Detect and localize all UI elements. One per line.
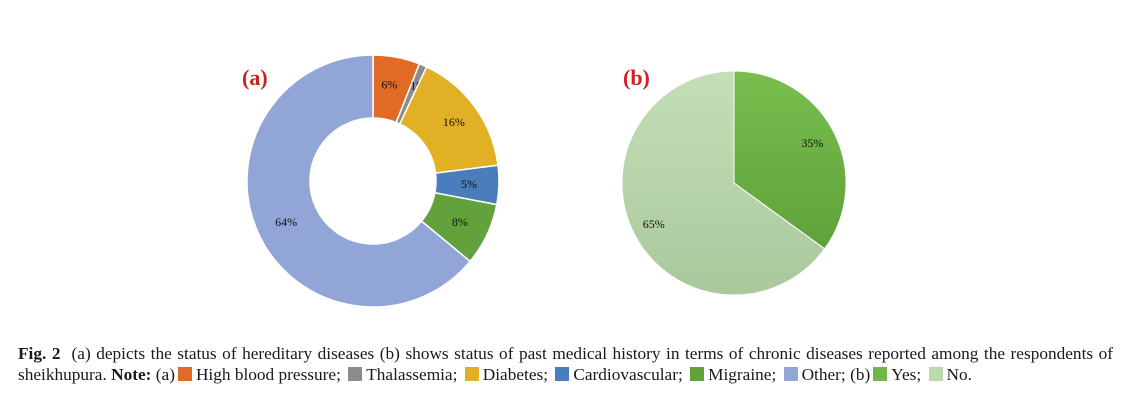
legend-label-diabetes: Diabetes; <box>482 365 549 384</box>
legend-label-yes: Yes; <box>891 365 922 384</box>
panel-label-a: (a) <box>242 65 268 90</box>
legend-swatch-thalassemia <box>348 367 363 381</box>
legend-label-cardiovascular: Cardiovascular; <box>573 365 683 384</box>
legend-swatch-high-blood-pressure <box>177 367 192 381</box>
slice-label-other: 64% <box>275 215 297 229</box>
legend-swatch-other <box>783 367 798 381</box>
legend-swatch-no <box>928 367 943 381</box>
figure: 6%1%16%5%8%64% 35%65% (a) (b) <box>242 54 847 308</box>
slice-no <box>621 70 826 296</box>
pie-chart-past-medical-history: 35% 65% <box>621 70 847 296</box>
slice-label-no: 65% <box>643 217 665 231</box>
legend-swatch-migraine <box>690 367 705 381</box>
legend-swatch-cardiovascular <box>555 367 570 381</box>
legend-swatch-yes <box>873 367 888 381</box>
slice-yes <box>733 70 847 250</box>
caption-note: Note: <box>111 365 152 384</box>
slice-label-yes: 35% <box>801 136 823 150</box>
legend-label-migraine: Migraine; <box>708 365 777 384</box>
figure-caption: Fig. 2 (a) depicts the status of heredit… <box>18 343 1113 385</box>
slice-label-diabetes: 16% <box>443 115 465 129</box>
slice-label-migraine: 8% <box>452 215 468 229</box>
caption-a: (a) <box>155 365 175 384</box>
legend-label-other: Other; <box>801 365 846 384</box>
legend-label-no: No. <box>946 365 972 384</box>
caption-text: (a) depicts the status of hereditary dis… <box>18 344 1114 384</box>
caption-b: (b) <box>850 365 871 384</box>
legend-label-high-blood-pressure: High blood pressure; <box>195 365 341 384</box>
donut-chart-hereditary-diseases: 6%1%16%5%8%64% <box>246 54 500 308</box>
legend-swatch-diabetes <box>464 367 479 381</box>
panel-label-b: (b) <box>623 65 650 90</box>
slice-label-high-blood-pressure: 6% <box>381 78 397 92</box>
legend-label-thalassemia: Thalassemia; <box>366 365 458 384</box>
caption-fig-number: Fig. 2 <box>18 344 61 363</box>
slice-other <box>246 54 472 308</box>
slice-label-cardiovascular: 5% <box>461 177 477 191</box>
